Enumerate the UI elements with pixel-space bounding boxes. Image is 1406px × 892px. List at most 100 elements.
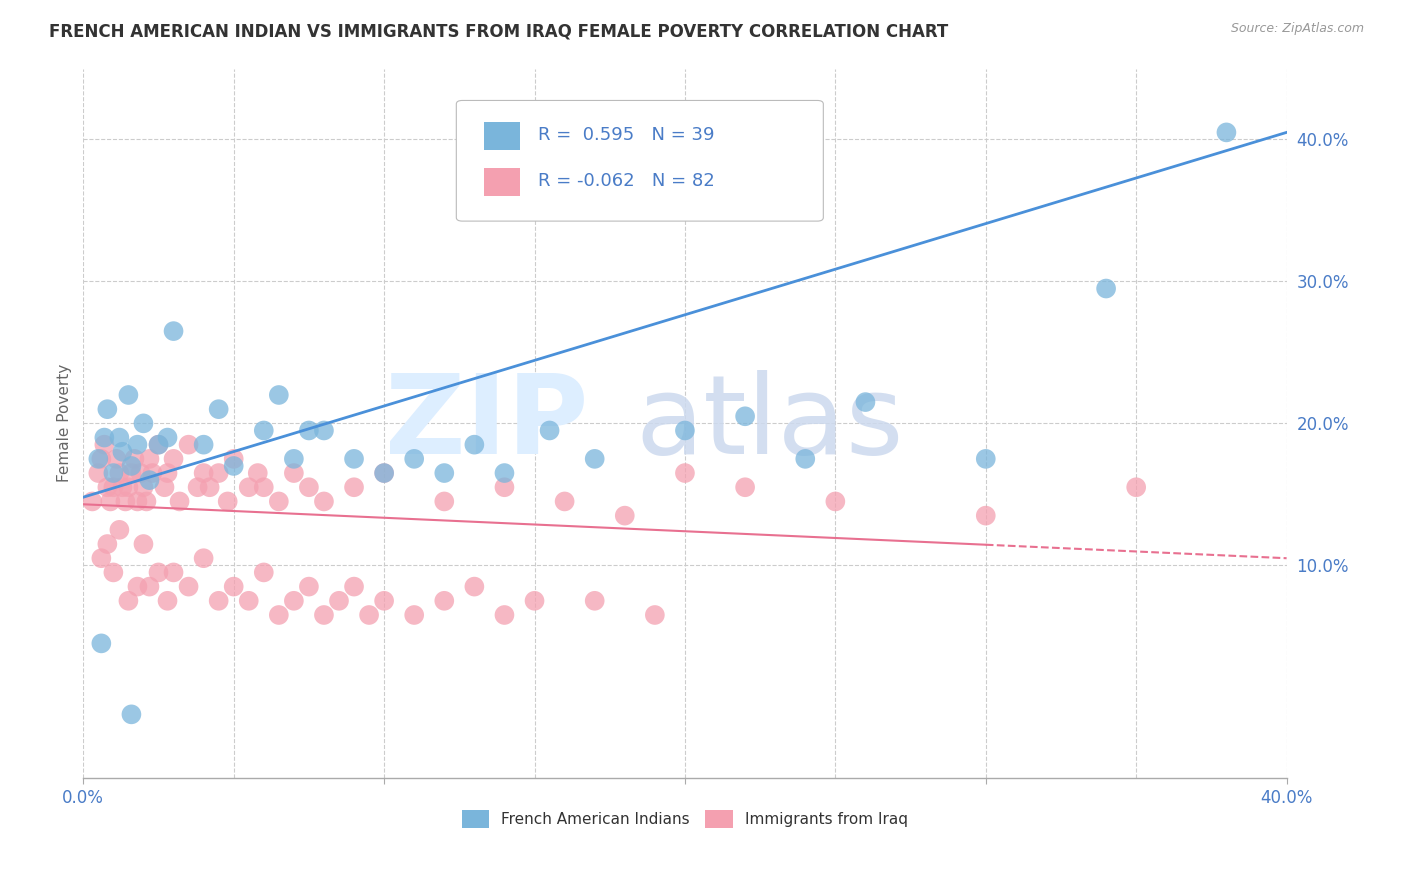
Y-axis label: Female Poverty: Female Poverty — [58, 364, 72, 483]
Text: ZIP: ZIP — [385, 370, 589, 477]
Point — [734, 409, 756, 424]
Point — [359, 607, 381, 622]
Point — [343, 580, 366, 594]
Point — [404, 607, 426, 622]
Point — [312, 607, 335, 622]
Point — [494, 607, 516, 622]
Point — [82, 494, 104, 508]
Point — [193, 551, 215, 566]
Point — [673, 424, 696, 438]
Point — [974, 508, 997, 523]
Point — [153, 480, 176, 494]
Point — [238, 594, 260, 608]
Point — [312, 424, 335, 438]
Point — [238, 480, 260, 494]
Point — [463, 438, 485, 452]
Point — [673, 466, 696, 480]
Point — [156, 594, 179, 608]
Point — [298, 580, 321, 594]
FancyBboxPatch shape — [457, 101, 824, 221]
Point — [90, 451, 112, 466]
Point — [538, 424, 561, 438]
Point — [162, 324, 184, 338]
Point — [127, 494, 149, 508]
Point — [267, 494, 290, 508]
Point — [111, 444, 134, 458]
Text: atlas: atlas — [636, 370, 904, 477]
Point — [96, 480, 118, 494]
Point — [156, 431, 179, 445]
Point — [523, 594, 546, 608]
Point — [96, 537, 118, 551]
Point — [177, 438, 200, 452]
Point — [124, 451, 146, 466]
Point — [373, 466, 395, 480]
Point — [127, 438, 149, 452]
Point — [373, 594, 395, 608]
Point — [120, 466, 142, 480]
Point — [187, 480, 209, 494]
Point — [138, 580, 160, 594]
Point — [117, 480, 139, 494]
Text: Source: ZipAtlas.com: Source: ZipAtlas.com — [1230, 22, 1364, 36]
Point — [132, 480, 155, 494]
Point — [794, 451, 817, 466]
Point — [103, 466, 125, 480]
Point — [148, 566, 170, 580]
Point — [90, 551, 112, 566]
Point — [208, 402, 231, 417]
Point — [117, 388, 139, 402]
Point — [93, 438, 115, 452]
Point — [1215, 125, 1237, 139]
Point — [103, 566, 125, 580]
Point — [162, 451, 184, 466]
Point — [169, 494, 191, 508]
Point — [494, 466, 516, 480]
Point — [103, 480, 125, 494]
Point — [193, 466, 215, 480]
FancyBboxPatch shape — [484, 121, 520, 150]
Point — [312, 494, 335, 508]
Point — [127, 580, 149, 594]
Point — [156, 466, 179, 480]
Point — [583, 594, 606, 608]
Point — [554, 494, 576, 508]
Point — [433, 494, 456, 508]
Point — [108, 523, 131, 537]
Point — [132, 537, 155, 551]
Point — [298, 480, 321, 494]
FancyBboxPatch shape — [484, 168, 520, 196]
Point — [644, 607, 666, 622]
Point — [253, 566, 276, 580]
Point — [373, 466, 395, 480]
Point — [1125, 480, 1147, 494]
Point — [583, 451, 606, 466]
Point — [328, 594, 350, 608]
Point — [855, 395, 877, 409]
Point — [120, 458, 142, 473]
Point — [298, 424, 321, 438]
Point — [193, 438, 215, 452]
Legend: French American Indians, Immigrants from Iraq: French American Indians, Immigrants from… — [456, 804, 914, 834]
Point — [494, 480, 516, 494]
Point — [208, 594, 231, 608]
Point — [135, 494, 157, 508]
Point — [463, 580, 485, 594]
Point — [120, 707, 142, 722]
Point — [208, 466, 231, 480]
Point — [404, 451, 426, 466]
Point — [824, 494, 846, 508]
Point — [198, 480, 221, 494]
Point — [343, 451, 366, 466]
Point — [177, 580, 200, 594]
Point — [222, 458, 245, 473]
Point — [138, 473, 160, 487]
Point — [267, 388, 290, 402]
Point — [87, 451, 110, 466]
Point — [162, 566, 184, 580]
Point — [96, 402, 118, 417]
Point — [283, 451, 305, 466]
Point — [974, 451, 997, 466]
Point — [105, 451, 128, 466]
Text: FRENCH AMERICAN INDIAN VS IMMIGRANTS FROM IRAQ FEMALE POVERTY CORRELATION CHART: FRENCH AMERICAN INDIAN VS IMMIGRANTS FRO… — [49, 22, 949, 40]
